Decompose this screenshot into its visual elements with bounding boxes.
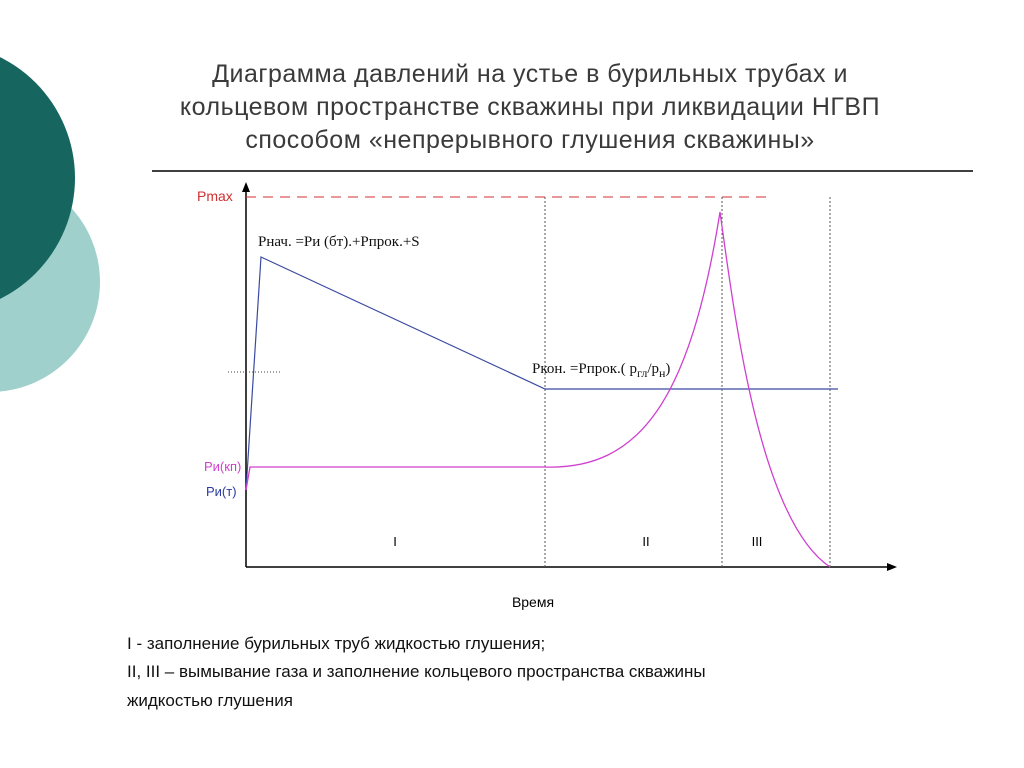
arrow	[242, 182, 250, 192]
p-start-label: Рнач. =Ри (бт).+Рпрок.+S	[258, 234, 420, 250]
label-part: гл	[637, 366, 647, 380]
x-axis-label: Время	[512, 594, 554, 610]
p-end-label: Ркон. =Рпрок.( ргл/рн)	[532, 361, 670, 380]
pmax-label: Pmax	[197, 188, 233, 204]
annulus-pressure-curve	[245, 211, 831, 568]
label-part: Ркон. =Рпрок.( р	[532, 361, 637, 377]
phase-label: III	[752, 534, 763, 549]
label-part: )	[665, 361, 670, 377]
phase-dividers	[544, 197, 831, 567]
title-line: Диаграмма давлений на устье в бурильных …	[212, 60, 848, 88]
arrow	[887, 563, 897, 571]
annulus-label: Ри(кп)	[204, 459, 241, 474]
tubing-label: Ри(т)	[206, 484, 237, 499]
note: I - заполнение бурильных труб жидкостью …	[127, 634, 545, 653]
phase-label: II	[642, 534, 649, 549]
label-part: /р	[647, 361, 659, 377]
title-line: способом «непрерывного глушения скважины…	[245, 126, 814, 154]
title-line: кольцевом пространстве скважины при ликв…	[180, 93, 880, 121]
tubing-pressure-curve	[245, 256, 838, 491]
label-part: н	[659, 366, 666, 380]
decor-circle	[0, 57, 75, 299]
note: II, III – вымывание газа и заполнение ко…	[127, 662, 706, 681]
note: жидкостью глушения	[127, 691, 293, 710]
phase-label: I	[393, 534, 397, 549]
